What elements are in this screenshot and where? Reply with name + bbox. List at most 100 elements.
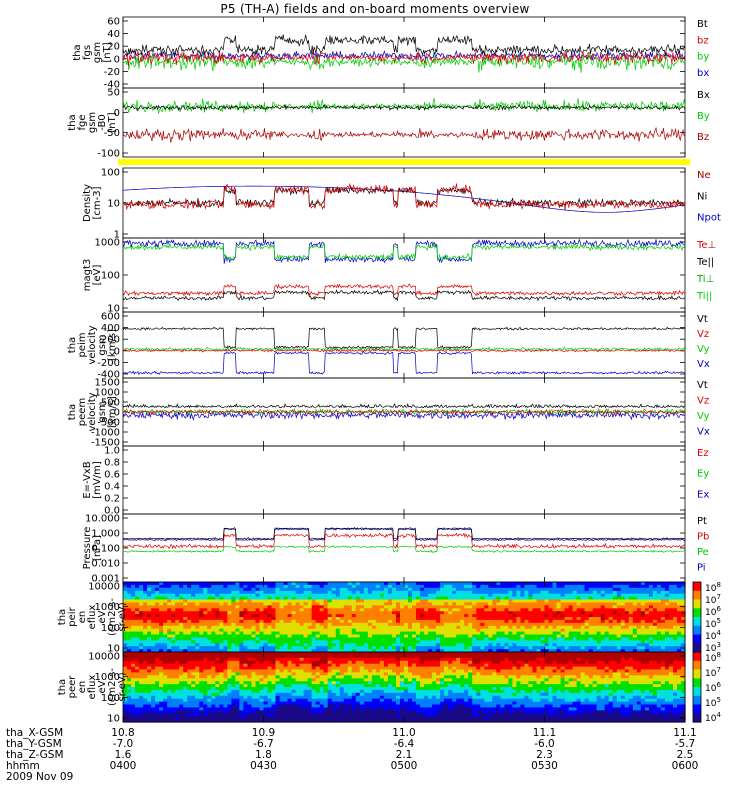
spectrogram-cell [255, 666, 261, 671]
spectrogram-cell [580, 582, 586, 586]
spectrogram-cell [540, 649, 546, 653]
spectrogram-cell [195, 590, 200, 595]
spectrogram-cell [432, 599, 437, 603]
spectrogram-cell [227, 634, 232, 638]
spectrogram-cell [231, 669, 236, 673]
spectrogram-cell [315, 582, 321, 586]
spectrogram-cell [648, 611, 654, 615]
spectrogram-cell [359, 602, 365, 606]
spectrogram-cell [299, 602, 305, 606]
spectrogram-cell [207, 689, 212, 694]
spectrogram-cell [452, 634, 457, 638]
spectrogram-cell [636, 605, 642, 609]
spectrogram-cell [203, 716, 208, 720]
spectrogram-cell [632, 631, 638, 636]
spectrogram-cell [199, 675, 204, 679]
spectrogram-cell [564, 584, 570, 589]
spectrogram-cell [255, 643, 261, 647]
spectrogram-cell [291, 649, 297, 653]
spectrogram-cell [199, 596, 204, 601]
spectrogram-cell [359, 617, 365, 621]
spectrogram-cell [652, 622, 658, 627]
spectrogram-cell [219, 584, 224, 589]
spectrogram-cell [243, 689, 248, 694]
spectrogram-cell [199, 695, 204, 700]
spectrogram-cell [191, 654, 196, 659]
spectrogram-cell [251, 608, 257, 612]
spectrogram-cell [616, 628, 622, 633]
spectrogram-cell [656, 643, 662, 647]
spectrogram-cell [624, 587, 630, 592]
spectrogram-cell [528, 584, 533, 589]
spectrogram-cell [532, 649, 538, 653]
spectrogram-cell [215, 625, 220, 630]
spectrogram-cell [251, 649, 257, 653]
spectrogram-cell [408, 631, 413, 636]
spectrogram-cell [255, 631, 261, 636]
spectrogram-cell [263, 649, 269, 653]
spectrogram-cell [287, 640, 293, 644]
spectrogram-cell [327, 640, 333, 644]
spectrogram-cell [183, 707, 188, 711]
spectrogram-cell [327, 631, 333, 636]
spectrogram-cell [420, 584, 425, 589]
spectrogram-cell [299, 625, 305, 630]
spectrogram-cell [227, 666, 232, 671]
spectrogram-cell [681, 584, 686, 589]
spectrogram-cell [183, 605, 188, 609]
spectrogram-cell [424, 637, 429, 641]
spectrogram-cell [191, 634, 196, 638]
spectrogram-cell [323, 611, 329, 615]
spectrogram-cell [436, 599, 441, 603]
spectrogram-cell [135, 631, 140, 636]
spectrogram-cell [231, 672, 236, 676]
spectrogram-cell [504, 611, 509, 615]
spectrogram-cell [195, 672, 200, 676]
spectrogram-cell [267, 652, 273, 656]
spectrogram-cell [516, 582, 521, 586]
spectrogram-cell [259, 660, 265, 665]
spectrogram-cell [532, 619, 538, 624]
spectrogram-cell [147, 611, 152, 615]
spectrogram-cell [644, 614, 650, 618]
spectrogram-cell [235, 619, 240, 624]
legend-ne: Ne [697, 170, 711, 181]
spectrogram-cell [267, 707, 273, 711]
spectrogram-cell [307, 602, 313, 606]
spectrogram-cell [303, 719, 309, 723]
spectrogram-cell [271, 701, 277, 706]
spectrogram-cell [191, 687, 196, 691]
spectrogram-cell [235, 704, 240, 708]
spectrogram-cell [243, 640, 248, 644]
spectrogram-cell [648, 582, 654, 586]
spectrogram-cell [183, 698, 188, 703]
spectrogram-cell [656, 593, 662, 598]
spectrogram-cell [279, 619, 285, 624]
spectrogram-cell [420, 608, 425, 612]
y-tick-label: 20 [107, 42, 120, 53]
spectrogram-cell [480, 611, 485, 615]
spectrogram-cell [420, 596, 425, 601]
spectrogram-cell [239, 666, 244, 671]
spectrogram-cell [379, 634, 385, 638]
spectrogram-cell [303, 716, 309, 720]
spectrogram-cell [271, 672, 277, 676]
spectrogram-cell [151, 634, 156, 638]
spectrogram-cell [255, 608, 261, 612]
spectrogram-cell [331, 611, 337, 615]
spectrogram-cell [668, 590, 674, 595]
spectrogram-cell [187, 590, 192, 595]
spectrogram-cell [179, 660, 184, 665]
spectrogram-cell [540, 599, 546, 603]
spectrogram-cell [239, 701, 244, 706]
spectrogram-cell [295, 707, 301, 711]
spectrogram-cell [231, 643, 236, 647]
spectrogram-cell [315, 660, 321, 665]
spectrogram-cell [315, 704, 321, 708]
spectrogram-cell [163, 640, 168, 644]
spectrogram-cell [295, 619, 301, 624]
spectrogram-cell [203, 687, 208, 691]
spectrogram-cell [199, 605, 204, 609]
spectrogram-cell [404, 590, 409, 595]
spectrogram-cell [299, 611, 305, 615]
